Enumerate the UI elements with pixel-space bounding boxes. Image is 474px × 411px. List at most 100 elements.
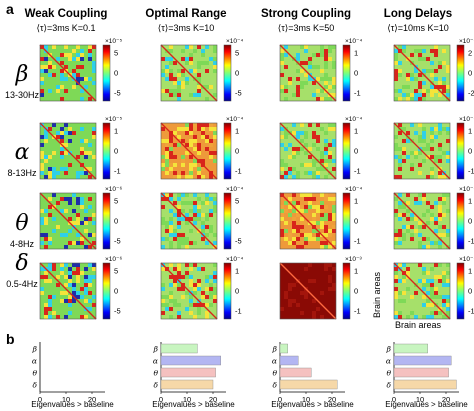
matrix-cell	[161, 139, 165, 143]
matrix-cell	[72, 49, 76, 53]
colorbar-exponent: ×10⁻⁴	[459, 116, 474, 123]
matrix-frame	[160, 122, 218, 180]
matrix-cell	[169, 193, 173, 197]
matrix-cell	[288, 233, 292, 237]
matrix-cell	[446, 299, 450, 303]
matrix-cell	[197, 61, 201, 65]
matrix-cell	[430, 127, 434, 131]
matrix-cell	[394, 291, 398, 295]
matrix-cell	[434, 275, 438, 279]
matrix-cell	[280, 217, 284, 221]
matrix-cell	[394, 69, 398, 73]
matrix-cell	[205, 45, 209, 49]
matrix-cell	[181, 217, 185, 221]
matrix-cell	[209, 127, 213, 131]
matrix-cell	[88, 307, 92, 311]
matrix-cell	[201, 229, 205, 233]
matrix-cell	[197, 237, 201, 241]
matrix-cell	[48, 61, 52, 65]
matrix-cell	[410, 151, 414, 155]
matrix-cell	[300, 139, 304, 143]
matrix-cell	[76, 233, 80, 237]
matrix-cell	[300, 193, 304, 197]
matrix-cell	[181, 159, 185, 163]
matrix-cell	[414, 197, 418, 201]
colorbar-tick: 0	[114, 69, 118, 78]
matrix-cell	[296, 69, 300, 73]
matrix-cell	[193, 93, 197, 97]
bar	[279, 379, 338, 390]
matrix-cell	[44, 143, 48, 147]
matrix-cell	[398, 155, 402, 159]
matrix-cell	[316, 263, 320, 267]
matrix-cell	[422, 197, 426, 201]
matrix-cell	[189, 201, 193, 205]
matrix-cell	[324, 283, 328, 287]
colorbar-exponent: ×10⁻⁵	[105, 116, 122, 123]
matrix-cell	[185, 193, 189, 197]
matrix-cell	[426, 69, 430, 73]
matrix-cell	[300, 123, 304, 127]
matrix-cell	[410, 53, 414, 57]
matrix-cell	[193, 69, 197, 73]
matrix-cell	[446, 279, 450, 283]
heatmap-grid: ×10⁻⁵50-5×10⁻⁴50-5×10⁻⁴10-1×10⁻⁴20-2×10⁻…	[39, 38, 474, 320]
matrix-cell	[209, 139, 213, 143]
matrix-cell	[165, 89, 169, 93]
matrix-cell	[280, 291, 284, 295]
matrix-cell	[442, 279, 446, 283]
matrix-cell	[332, 81, 336, 85]
matrix-cell	[410, 123, 414, 127]
matrix-cell	[92, 81, 96, 85]
matrix-cell	[213, 159, 217, 163]
matrix-cell	[308, 197, 312, 201]
matrix-cell	[284, 307, 288, 311]
x-tick-label: 0	[278, 395, 282, 404]
matrix-cell	[300, 307, 304, 311]
matrix-cell	[308, 237, 312, 241]
matrix-cell	[40, 287, 44, 291]
matrix-cell	[438, 311, 442, 315]
matrix-cell	[161, 69, 165, 73]
matrix-frame	[279, 262, 337, 320]
matrix-cell	[84, 61, 88, 65]
matrix-cell	[177, 271, 181, 275]
category-label: δ	[153, 381, 158, 390]
matrix-cell	[169, 225, 173, 229]
matrix-cell	[84, 271, 88, 275]
matrix-cell	[161, 237, 165, 241]
matrix-cell	[292, 175, 296, 179]
matrix-cell	[88, 143, 92, 147]
matrix-cell	[414, 69, 418, 73]
matrix-cell	[332, 159, 336, 163]
matrix-cell	[312, 205, 316, 209]
matrix-cell	[72, 159, 76, 163]
matrix-cell	[288, 197, 292, 201]
matrix-cell	[60, 135, 64, 139]
matrix-cell	[304, 135, 308, 139]
matrix-cell	[418, 73, 422, 77]
matrix-cell	[76, 267, 80, 271]
matrix-cell	[185, 213, 189, 217]
matrix-cell	[173, 213, 177, 217]
matrix-cell	[177, 81, 181, 85]
category-label: θ	[386, 369, 391, 378]
matrix-cell	[292, 229, 296, 233]
matrix-cell	[76, 283, 80, 287]
matrix-cell	[48, 143, 52, 147]
matrix-cell	[205, 213, 209, 217]
matrix-frame	[160, 192, 218, 250]
matrix-cell	[300, 205, 304, 209]
row-symbol: δ	[15, 251, 28, 276]
matrix-cell	[442, 127, 446, 131]
matrix-cell	[64, 213, 68, 217]
matrix-cell	[406, 89, 410, 93]
matrix-cell	[328, 65, 332, 69]
matrix-cell	[402, 77, 406, 81]
matrix-cell	[296, 89, 300, 93]
bar	[393, 379, 457, 390]
matrix-cell	[80, 307, 84, 311]
matrix-cell	[80, 295, 84, 299]
matrix-cell	[92, 267, 96, 271]
